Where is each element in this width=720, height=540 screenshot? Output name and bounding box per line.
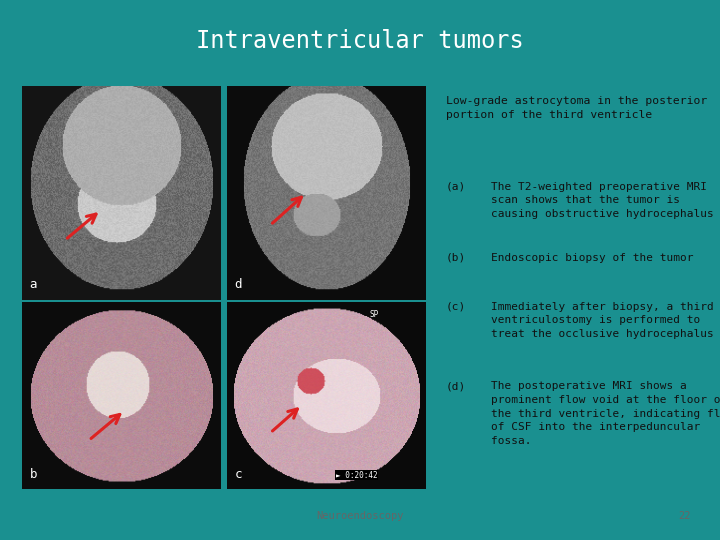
Text: (c): (c) [446,302,466,312]
Text: (d): (d) [446,381,466,391]
Text: Low-grade astrocytoma in the posterior
portion of the third ventricle: Low-grade astrocytoma in the posterior p… [446,96,707,119]
Text: Intraventricular tumors: Intraventricular tumors [196,29,524,53]
Text: The postoperative MRI shows a
prominent flow void at the floor of
the third vent: The postoperative MRI shows a prominent … [492,381,720,445]
Text: d: d [235,278,242,291]
Text: SP: SP [369,310,379,319]
Text: c: c [235,468,242,481]
Text: a: a [30,278,37,291]
Text: Endoscopic biopsy of the tumor: Endoscopic biopsy of the tumor [492,253,694,263]
Text: (b): (b) [446,253,466,263]
Text: Neuroendoscopy: Neuroendoscopy [316,511,404,521]
Text: ► 0:20:42: ► 0:20:42 [336,470,377,480]
Text: Immediately after biopsy, a third
ventriculostomy is performed to
treat the occl: Immediately after biopsy, a third ventri… [492,302,714,339]
Text: The T2-weighted preoperative MRI
scan shows that the tumor is
causing obstructiv: The T2-weighted preoperative MRI scan sh… [492,181,714,219]
Text: 22: 22 [679,511,691,521]
Text: b: b [30,468,37,481]
Text: (a): (a) [446,181,466,192]
